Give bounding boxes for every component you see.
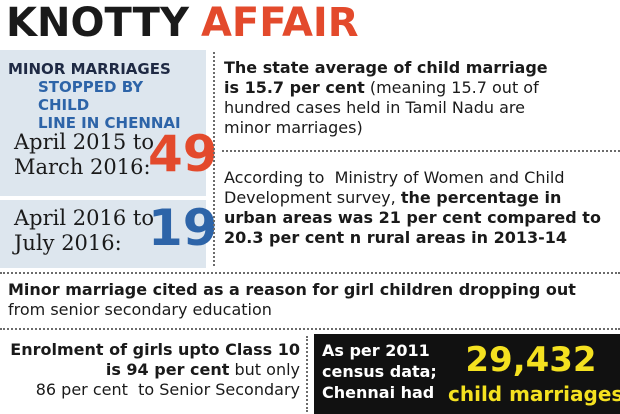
fact1-line-4: minor marriages) [224,118,363,137]
fact-state-average: The state average of child marriage is 1… [224,58,618,138]
period-1: April 2015 to March 2016: [14,130,154,180]
value-2015-2016: 49 [148,125,218,183]
census-line-1: As per 2011 [322,341,430,360]
separator-vertical [213,52,215,266]
census-line-3: Chennai had [322,383,435,402]
fact4-line-3: 86 per cent to Senior Secondary [35,380,300,399]
fact-dropping-out: Minor marriage cited as a reason for gir… [8,280,616,320]
period-2-line-1: April 2016 to [14,206,154,230]
heading-line-3: LINE IN CHENNAI [38,114,181,132]
fact1-line-1: The state average of child marriage [224,58,548,77]
fact-ministry-survey: According to Ministry of Women and Child… [224,168,618,248]
census-label: child marriages [448,382,620,406]
period-1-line-1: April 2015 to [14,130,154,154]
fact4-line-2-rest: but only [229,360,300,379]
left-panel-top [0,50,206,196]
fact2-line-3: urban areas was 21 per cent compared to [224,208,601,227]
value-2016: 19 [148,199,218,257]
fact4-line-1: Enrolment of girls upto Class 10 [10,340,300,359]
headline-part-2: AFFAIR [200,0,359,46]
census-number: 29,432 [465,340,597,380]
left-panel-bottom [0,200,206,268]
fact1-line-3: hundred cases held in Tamil Nadu are [224,98,525,117]
census-line-2: census data; [322,362,437,381]
fact-enrolment: Enrolment of girls upto Class 10 is 94 p… [8,340,300,400]
fact4-line-2-bold: is 94 per cent [105,360,230,379]
separator-bottom [306,336,308,412]
census-box: As per 2011 census data; Chennai had 29,… [314,334,620,414]
separator-full-1 [0,272,620,274]
period-2-line-2: July 2016: [14,231,122,255]
headline-part-1: KNOTTY [6,0,189,46]
fact1-line-2-rest: (meaning 15.7 out of [364,78,539,97]
fact3-line-1: Minor marriage cited as a reason for gir… [8,280,576,299]
fact2-line-4: 20.3 per cent n rural areas in 2013-14 [224,228,568,247]
period-2: April 2016 to July 2016: [14,206,154,256]
census-text: As per 2011 census data; Chennai had [322,340,440,403]
separator-right-mid [222,150,620,152]
fact3-line-2: from senior secondary education [8,300,272,319]
fact2-line-2-bold: the percentage in [400,188,562,207]
separator-full-2 [0,328,620,330]
headline: KNOTTY AFFAIR [6,0,359,46]
heading-line-1: MINOR MARRIAGES [8,60,171,78]
period-1-line-2: March 2016: [14,155,151,179]
fact2-line-1: According to Ministry of Women and Child [224,168,565,187]
fact1-line-2-bold: is 15.7 per cent [224,78,365,97]
minor-marriages-heading: MINOR MARRIAGES STOPPED BY CHILD LINE IN… [8,60,196,132]
heading-line-2: STOPPED BY CHILD [38,78,144,114]
fact2-line-2-plain: Development survey, [224,188,401,207]
